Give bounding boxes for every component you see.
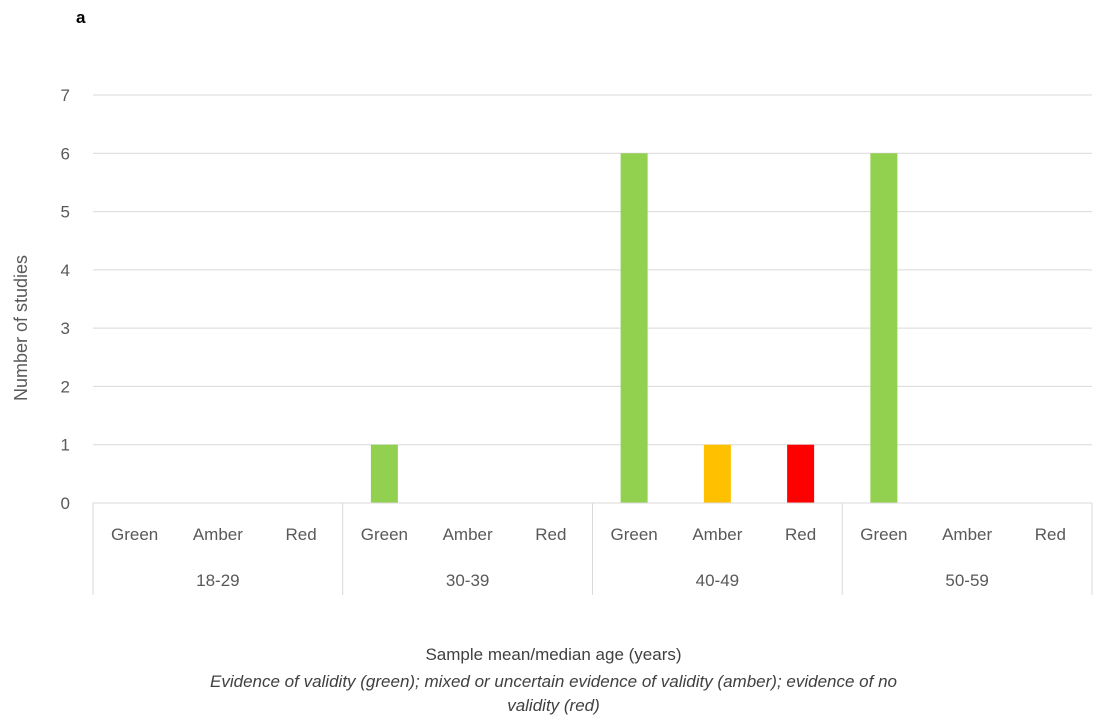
x-category-label: Green — [361, 525, 408, 544]
x-group-label: 30-39 — [446, 571, 489, 590]
legend-note: Evidence of validity (green); mixed or u… — [0, 670, 1107, 718]
x-category-label: Red — [535, 525, 566, 544]
y-tick-label: 3 — [61, 319, 70, 338]
bar-30-39-green — [370, 444, 398, 503]
x-category-label: Amber — [942, 525, 992, 544]
bar-40-49-green — [620, 153, 648, 504]
panel-label: a — [76, 8, 86, 27]
y-tick-label: 7 — [61, 86, 70, 105]
x-group-label: 18-29 — [196, 571, 239, 590]
y-tick-label: 5 — [61, 203, 70, 222]
y-tick-label: 1 — [61, 436, 70, 455]
bar-40-49-red — [787, 444, 815, 503]
x-axis-label: Sample mean/median age (years) — [425, 645, 682, 664]
x-category-label: Amber — [443, 525, 493, 544]
y-axis-label: Number of studies — [11, 255, 31, 401]
bar-50-59-green — [870, 153, 898, 504]
tick-labels: 0 1 2 3 4 5 6 7 Green Amber Red 18-29 Green Amber Red 3… — [61, 86, 1066, 590]
bars — [370, 153, 898, 504]
legend-note-line-1: Evidence of validity (green); mixed or u… — [210, 672, 897, 691]
x-category-label: Green — [111, 525, 158, 544]
bar-40-49-amber — [703, 444, 731, 503]
x-category-label: Red — [286, 525, 317, 544]
y-tick-label: 2 — [61, 377, 70, 396]
x-category-label: Amber — [193, 525, 243, 544]
gridlines — [93, 94, 1092, 446]
x-category-label: Green — [860, 525, 907, 544]
x-category-label: Red — [1035, 525, 1066, 544]
x-axis — [92, 502, 1093, 595]
legend-note-line-2: validity (red) — [507, 696, 600, 715]
x-group-label: 40-49 — [696, 571, 739, 590]
bar-chart: 0 1 2 3 4 5 6 7 Green Amber Red 18-29 Green Amber Red 3… — [11, 86, 1093, 595]
y-tick-label: 6 — [61, 144, 70, 163]
x-group-label: 50-59 — [945, 571, 988, 590]
x-category-label: Amber — [692, 525, 742, 544]
y-tick-label: 0 — [61, 494, 70, 513]
x-category-label: Red — [785, 525, 816, 544]
x-category-label: Green — [611, 525, 658, 544]
y-tick-label: 4 — [61, 261, 70, 280]
